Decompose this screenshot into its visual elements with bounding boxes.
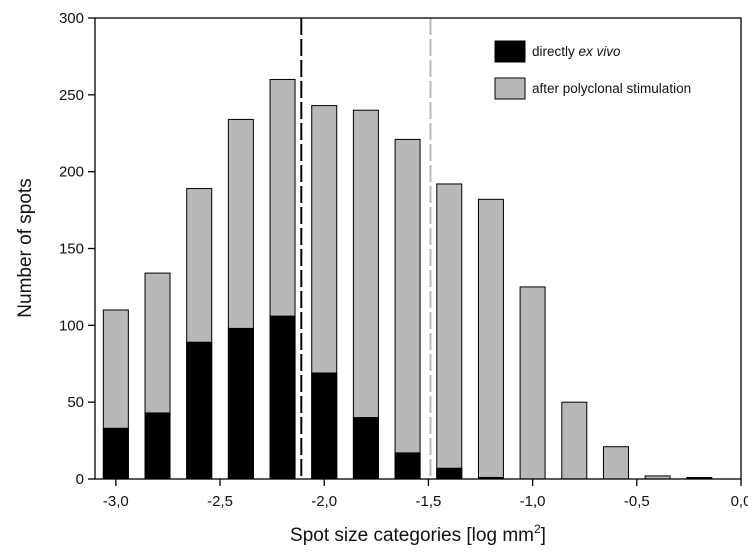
bar-ex-vivo-1 [144, 412, 171, 480]
x-tick-label: -2,5 [207, 493, 233, 510]
bar-stimulation-10 [519, 286, 546, 480]
ex-vivo-bars [102, 315, 713, 480]
y-tick-label: 100 [59, 317, 84, 334]
y-axis: 0 50 100 150 200 250 300 [59, 10, 95, 488]
x-tick-label: -1,5 [415, 493, 441, 510]
y-tick-label: 0 [76, 471, 84, 488]
bar-ex-vivo-6 [352, 417, 379, 480]
bar-stimulation-9 [477, 198, 504, 480]
bar-ex-vivo-4 [269, 315, 296, 480]
legend-label-stimulation: after polyclonal stimulation [532, 81, 691, 96]
y-tick-label: 300 [59, 10, 84, 27]
legend-label-ex-vivo: directly ex vivo [532, 44, 621, 59]
bar-stimulation-12 [602, 446, 629, 480]
y-tick-label: 50 [67, 394, 84, 411]
legend-swatch-ex-vivo [494, 40, 526, 63]
legend-swatch-stimulation [494, 77, 526, 100]
x-tick-label: 0,0 [731, 493, 748, 510]
x-tick-label: -1,0 [520, 493, 546, 510]
bar-stimulation-7 [394, 138, 421, 480]
x-axis-title: Spot size categories [log mm2] [290, 522, 546, 546]
bar-stimulation-8 [436, 183, 463, 480]
legend: directly ex vivo after polyclonal stimul… [494, 40, 691, 100]
bar-ex-vivo-0 [102, 427, 129, 480]
y-axis-title: Number of spots [15, 178, 36, 317]
reference-lines [300, 18, 432, 479]
x-tick-label: -0,5 [624, 493, 650, 510]
bar-ex-vivo-3 [227, 327, 254, 480]
y-tick-label: 200 [59, 164, 84, 181]
bar-ex-vivo-8 [436, 467, 463, 480]
x-tick-label: -3,0 [103, 493, 129, 510]
bar-ex-vivo-5 [311, 372, 338, 480]
y-tick-label: 250 [59, 87, 84, 104]
x-axis: -3,0 -2,5 -2,0 -1,5 -1,0 -0,5 0,0 [103, 479, 748, 510]
y-tick-label: 150 [59, 241, 84, 258]
x-tick-label: -2,0 [311, 493, 337, 510]
bar-ex-vivo-7 [394, 452, 421, 480]
bar-stimulation-11 [561, 401, 588, 480]
bar-ex-vivo-2 [186, 341, 213, 480]
